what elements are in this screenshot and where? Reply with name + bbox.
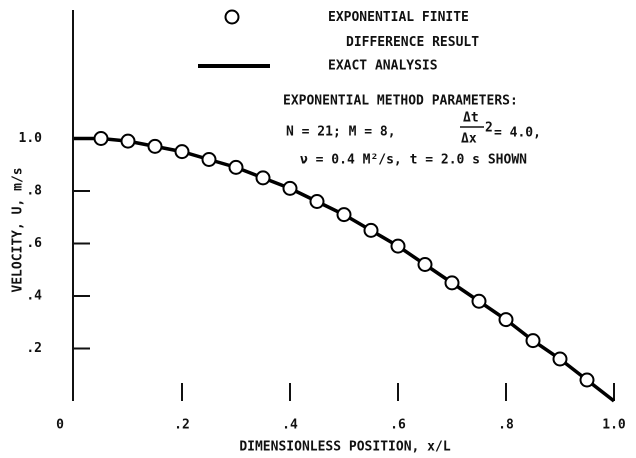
- data-point: [471, 293, 487, 309]
- annotation: Δt: [463, 111, 479, 126]
- annotation: N = 21; M = 8,: [286, 125, 396, 140]
- data-point: [498, 312, 514, 328]
- data-point: [120, 133, 136, 149]
- x-tick-label: .6: [390, 418, 406, 433]
- annotation: = 4.0,: [494, 126, 541, 141]
- data-point: [579, 372, 595, 388]
- data-point: [363, 222, 379, 238]
- annotation: Δx: [461, 132, 477, 147]
- data-point: [93, 131, 109, 146]
- y-tick-label: .4: [26, 289, 42, 304]
- data-point: [336, 207, 352, 223]
- legend-label: EXPONENTIAL FINITE DIFFERENCE RESULT: [328, 10, 479, 50]
- data-point: [228, 159, 244, 175]
- y-axis-label: VELOCITY, U, m/s: [11, 167, 26, 292]
- y-tick-label: .2: [26, 341, 42, 356]
- annotation: ν = 0.4 M²/s, t = 2.0 s SHOWN: [300, 153, 527, 168]
- data-point: [147, 138, 163, 154]
- y-tick-label: .8: [26, 184, 42, 199]
- legend-marker: [224, 9, 240, 25]
- x-tick-label: .2: [174, 418, 190, 433]
- x-tick-label: .8: [498, 418, 514, 433]
- x-axis-label: DIMENSIONLESS POSITION, x/L: [239, 440, 450, 455]
- data-point: [444, 275, 460, 291]
- annotation: 2: [485, 121, 493, 136]
- y-tick-label: .6: [26, 236, 42, 251]
- x-tick-label: .4: [282, 418, 298, 433]
- annotation: EXPONENTIAL METHOD PARAMETERS:: [283, 94, 518, 109]
- data-point: [552, 351, 568, 367]
- data-point: [390, 238, 406, 254]
- y-tick-label: 1.0: [19, 131, 43, 146]
- data-point: [417, 257, 433, 272]
- exact-line: [74, 136, 616, 403]
- x-tick-label: 1.0: [602, 418, 626, 433]
- data-point: [255, 170, 271, 186]
- data-point: [309, 194, 325, 209]
- data-point: [174, 144, 190, 160]
- legend-label: EXACT ANALYSIS: [328, 59, 438, 74]
- data-point: [525, 333, 541, 349]
- data-point: [282, 180, 298, 196]
- x-tick-label: 0: [56, 418, 64, 433]
- data-point: [201, 152, 217, 167]
